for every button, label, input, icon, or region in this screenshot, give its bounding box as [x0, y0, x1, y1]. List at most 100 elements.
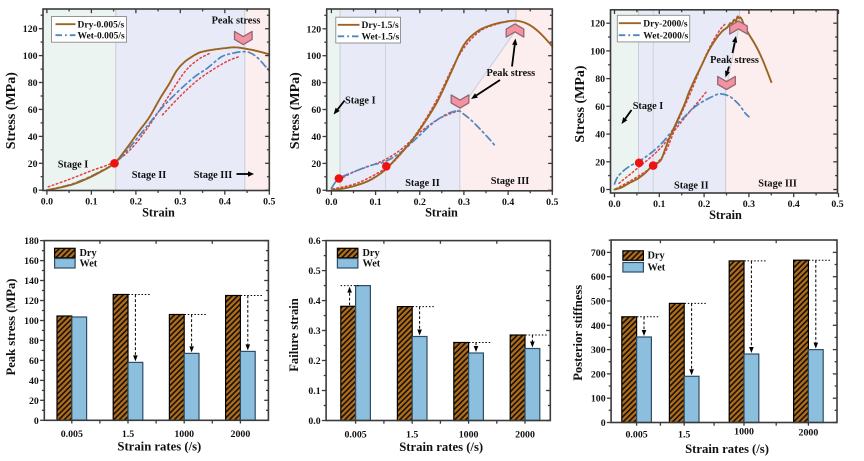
svg-text:Stage I: Stage I: [345, 96, 376, 107]
svg-text:0.0: 0.0: [325, 197, 337, 208]
svg-text:0: 0: [600, 185, 605, 196]
svg-text:0.1: 0.1: [308, 386, 320, 397]
svg-text:600: 600: [591, 272, 606, 283]
svg-text:Stage II: Stage II: [674, 181, 709, 192]
svg-text:0.0: 0.0: [608, 199, 620, 210]
svg-text:0.3: 0.3: [458, 197, 470, 208]
svg-text:0: 0: [33, 186, 38, 197]
svg-text:20: 20: [311, 159, 321, 170]
svg-text:20: 20: [595, 157, 605, 168]
svg-text:140: 140: [24, 276, 39, 287]
svg-text:0.2: 0.2: [308, 356, 320, 367]
svg-text:Stress (MPa): Stress (MPa): [573, 65, 588, 142]
svg-text:40: 40: [29, 376, 39, 387]
svg-text:Failure strain: Failure strain: [287, 298, 301, 372]
svg-text:Peak stress: Peak stress: [710, 55, 759, 66]
svg-text:Dry-1.5/s: Dry-1.5/s: [362, 21, 400, 31]
svg-text:1000: 1000: [174, 429, 194, 440]
svg-text:1000: 1000: [734, 427, 754, 438]
svg-text:0.005: 0.005: [61, 429, 83, 440]
svg-text:Stage I: Stage I: [633, 101, 664, 112]
svg-text:0: 0: [316, 186, 321, 197]
svg-text:0.3: 0.3: [308, 326, 320, 337]
svg-text:Dry-2000/s: Dry-2000/s: [643, 20, 688, 30]
svg-text:300: 300: [591, 345, 606, 356]
svg-text:Wet: Wet: [80, 258, 98, 269]
svg-text:Peak stress: Peak stress: [486, 68, 535, 79]
svg-text:200: 200: [591, 369, 606, 380]
svg-text:Dry: Dry: [80, 248, 98, 259]
svg-text:0.4: 0.4: [308, 296, 320, 307]
svg-text:0.5: 0.5: [831, 199, 843, 210]
svg-text:80: 80: [28, 78, 38, 89]
svg-text:120: 120: [590, 19, 605, 30]
svg-text:120: 120: [23, 24, 38, 35]
svg-text:100: 100: [23, 51, 38, 62]
svg-text:0.5: 0.5: [263, 197, 275, 208]
svg-text:Stress (MPa): Stress (MPa): [4, 72, 19, 149]
svg-text:Stage III: Stage III: [491, 176, 530, 187]
svg-text:700: 700: [591, 248, 606, 259]
svg-text:Stage II: Stage II: [132, 170, 167, 181]
svg-text:Wet-2000/s: Wet-2000/s: [643, 32, 688, 42]
svg-text:100: 100: [24, 316, 39, 327]
svg-text:40: 40: [311, 132, 321, 143]
svg-text:Stage III: Stage III: [758, 179, 797, 190]
svg-text:1.5: 1.5: [678, 430, 690, 441]
svg-text:40: 40: [595, 130, 605, 141]
svg-text:Strain: Strain: [709, 208, 742, 222]
svg-text:1000: 1000: [459, 429, 479, 440]
svg-text:Peak stress: Peak stress: [212, 16, 261, 27]
svg-text:Strain rates (/s): Strain rates (/s): [685, 442, 769, 456]
svg-text:Dry-0.005/s: Dry-0.005/s: [78, 21, 125, 31]
svg-text:0.5: 0.5: [308, 266, 320, 277]
svg-text:0.5: 0.5: [546, 197, 558, 208]
svg-text:2000: 2000: [231, 429, 251, 440]
svg-text:100: 100: [590, 46, 605, 57]
svg-text:0.2: 0.2: [414, 197, 426, 208]
svg-text:60: 60: [28, 105, 38, 116]
svg-text:0.4: 0.4: [219, 197, 231, 208]
svg-text:Strain: Strain: [425, 206, 458, 220]
svg-text:20: 20: [28, 159, 38, 170]
svg-text:Wet: Wet: [648, 262, 666, 273]
svg-text:Stage II: Stage II: [405, 178, 440, 189]
svg-text:0.2: 0.2: [698, 199, 710, 210]
svg-text:120: 120: [24, 296, 39, 307]
svg-text:0.4: 0.4: [788, 199, 800, 210]
svg-text:Strain: Strain: [142, 205, 175, 219]
svg-text:60: 60: [311, 105, 321, 116]
svg-text:80: 80: [595, 74, 605, 85]
svg-text:1.5: 1.5: [406, 429, 418, 440]
svg-text:0.0: 0.0: [41, 197, 53, 208]
svg-text:Strain rates (/s): Strain rates (/s): [399, 440, 483, 454]
svg-text:0: 0: [601, 418, 606, 429]
svg-text:1.5: 1.5: [122, 429, 134, 440]
svg-text:0.6: 0.6: [308, 236, 320, 247]
svg-text:Peak stress (MPa): Peak stress (MPa): [4, 279, 18, 376]
svg-text:2000: 2000: [799, 428, 819, 439]
svg-text:Dry: Dry: [648, 251, 666, 262]
svg-text:60: 60: [29, 356, 39, 367]
svg-text:Wet: Wet: [363, 258, 381, 269]
svg-text:0.1: 0.1: [653, 199, 665, 210]
svg-text:Stage III: Stage III: [194, 170, 233, 181]
svg-text:Stress (MPa): Stress (MPa): [288, 72, 303, 149]
svg-text:100: 100: [591, 394, 606, 405]
svg-text:80: 80: [311, 78, 321, 89]
svg-text:0.4: 0.4: [502, 197, 514, 208]
svg-text:0.1: 0.1: [85, 197, 97, 208]
svg-text:Stage I: Stage I: [58, 160, 89, 171]
svg-text:0.3: 0.3: [743, 199, 755, 210]
svg-text:160: 160: [24, 256, 39, 267]
svg-text:100: 100: [306, 51, 321, 62]
svg-text:120: 120: [306, 24, 321, 35]
svg-text:60: 60: [595, 102, 605, 113]
svg-text:0.3: 0.3: [174, 197, 186, 208]
svg-text:400: 400: [591, 321, 606, 332]
svg-text:180: 180: [24, 236, 39, 247]
svg-text:2000: 2000: [515, 429, 535, 440]
svg-text:Posterior stiffness: Posterior stiffness: [571, 285, 585, 381]
svg-text:0.005: 0.005: [625, 430, 647, 441]
svg-text:500: 500: [591, 296, 606, 307]
